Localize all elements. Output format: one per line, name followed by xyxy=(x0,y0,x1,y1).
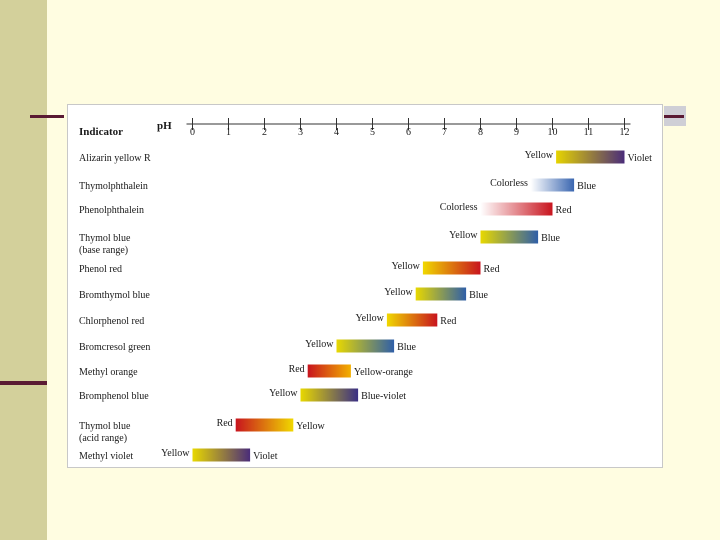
low-ph-color-label: Yellow xyxy=(391,261,420,272)
ph-tick-label: 3 xyxy=(298,127,303,138)
high-ph-color-label: Red xyxy=(556,205,572,216)
ph-tick-label: 12 xyxy=(620,127,630,138)
indicator-row: Bromcresol green Yellow Blue xyxy=(79,339,417,353)
high-ph-color-label: Blue xyxy=(397,342,416,353)
low-ph-color-label: Yellow xyxy=(269,388,298,399)
indicator-chart: Indicator pH 0 1 2 3 4 5 6 7 8 9 10 11 12 Alizarin y… xyxy=(79,118,652,462)
indicator-range-bar xyxy=(480,230,539,244)
indicator-row: Phenol red Yellow Red xyxy=(79,261,500,275)
indicator-name: Phenolphthalein xyxy=(79,205,144,216)
indicator-range-bar xyxy=(307,364,351,378)
high-ph-color-label: Yellow-orange xyxy=(354,367,414,378)
indicator-row: Phenolphthalein Colorless Red xyxy=(79,202,572,216)
ph-tick-label: 6 xyxy=(406,127,411,138)
indicator-name: Methyl violet xyxy=(79,451,133,462)
high-ph-color-label: Blue xyxy=(541,233,560,244)
low-ph-color-label: Yellow xyxy=(305,339,334,350)
ph-tick-label: 4 xyxy=(334,127,339,138)
sidebar-rule xyxy=(0,381,47,385)
low-ph-color-label: Red xyxy=(217,418,233,429)
ph-axis-label: pH xyxy=(157,120,172,132)
high-ph-color-label: Yellow xyxy=(296,421,325,432)
indicator-range-bar xyxy=(556,150,625,164)
indicator-row: Thymolphthalein Colorless Blue xyxy=(79,178,597,192)
indicator-row: Thymol blue (acid range) Red Yellow xyxy=(79,418,326,444)
high-ph-color-label: Blue-violet xyxy=(361,391,406,402)
indicator-range-bar xyxy=(480,202,553,216)
indicator-name: Chlorphenol red xyxy=(79,316,144,327)
indicator-row: Methyl violet Yellow Violet xyxy=(79,448,278,462)
low-ph-color-label: Yellow xyxy=(525,150,554,161)
low-ph-color-label: Red xyxy=(289,364,305,375)
low-ph-color-label: Colorless xyxy=(490,178,528,189)
indicator-name: Bromcresol green xyxy=(79,342,150,353)
ph-tick-label: 7 xyxy=(442,127,447,138)
high-ph-color-label: Violet xyxy=(253,451,278,462)
indicator-column-header: Indicator xyxy=(79,126,123,138)
low-ph-color-label: Yellow xyxy=(355,313,384,324)
high-ph-color-label: Violet xyxy=(628,153,653,164)
high-ph-color-label: Blue xyxy=(469,290,488,301)
indicator-range-bar xyxy=(530,178,575,192)
ph-tick-label: 10 xyxy=(548,127,558,138)
indicator-name: Thymol blue (base range) xyxy=(79,233,131,256)
high-ph-color-label: Red xyxy=(440,316,456,327)
indicator-range-bar xyxy=(422,261,481,275)
ph-tick-label: 2 xyxy=(262,127,267,138)
ph-tick-label: 5 xyxy=(370,127,375,138)
indicator-row: Bromthymol blue Yellow Blue xyxy=(79,287,489,301)
low-ph-color-label: Colorless xyxy=(440,202,478,213)
indicator-rows: Alizarin yellow R Yellow Violet Thymolphtha… xyxy=(79,150,652,462)
indicator-name: Alizarin yellow R xyxy=(79,153,151,164)
sidebar-band xyxy=(0,0,47,540)
header-rule-left xyxy=(30,115,64,118)
indicator-row: Methyl orange Red Yellow-orange xyxy=(79,364,413,378)
indicator-name: Bromthymol blue xyxy=(79,290,150,301)
indicator-row: Bromphenol blue Yellow Blue-violet xyxy=(79,388,406,402)
ph-tick-label: 1 xyxy=(226,127,231,138)
indicator-row: Alizarin yellow R Yellow Violet xyxy=(79,150,652,164)
indicator-row: Thymol blue (base range) Yellow Blue xyxy=(79,230,561,256)
indicator-name: Thymolphthalein xyxy=(79,181,148,192)
indicator-range-bar xyxy=(336,339,395,353)
ph-tick-label: 9 xyxy=(514,127,519,138)
indicator-name: Bromphenol blue xyxy=(79,391,149,402)
ph-tick-label: 8 xyxy=(478,127,483,138)
indicator-range-bar xyxy=(415,287,467,301)
indicator-row: Chlorphenol red Yellow Red xyxy=(79,313,456,327)
low-ph-color-label: Yellow xyxy=(384,287,413,298)
indicator-range-bar xyxy=(192,448,251,462)
indicator-chart-figure: Indicator pH 0 1 2 3 4 5 6 7 8 9 10 11 12 Alizarin y… xyxy=(67,104,663,468)
indicator-range-bar xyxy=(300,388,359,402)
indicator-name: Thymol blue (acid range) xyxy=(79,421,131,444)
indicator-name: Phenol red xyxy=(79,264,122,275)
ph-axis: 0 1 2 3 4 5 6 7 8 9 10 11 12 xyxy=(186,118,631,138)
high-ph-color-label: Blue xyxy=(577,181,596,192)
indicator-name: Methyl orange xyxy=(79,367,138,378)
ph-tick-label: 0 xyxy=(190,127,195,138)
low-ph-color-label: Yellow xyxy=(449,230,478,241)
indicator-range-bar xyxy=(235,418,294,432)
header-rule-right xyxy=(664,115,684,118)
high-ph-color-label: Red xyxy=(484,264,500,275)
ph-tick-label: 11 xyxy=(584,127,594,138)
indicator-range-bar xyxy=(386,313,438,327)
low-ph-color-label: Yellow xyxy=(161,448,190,459)
